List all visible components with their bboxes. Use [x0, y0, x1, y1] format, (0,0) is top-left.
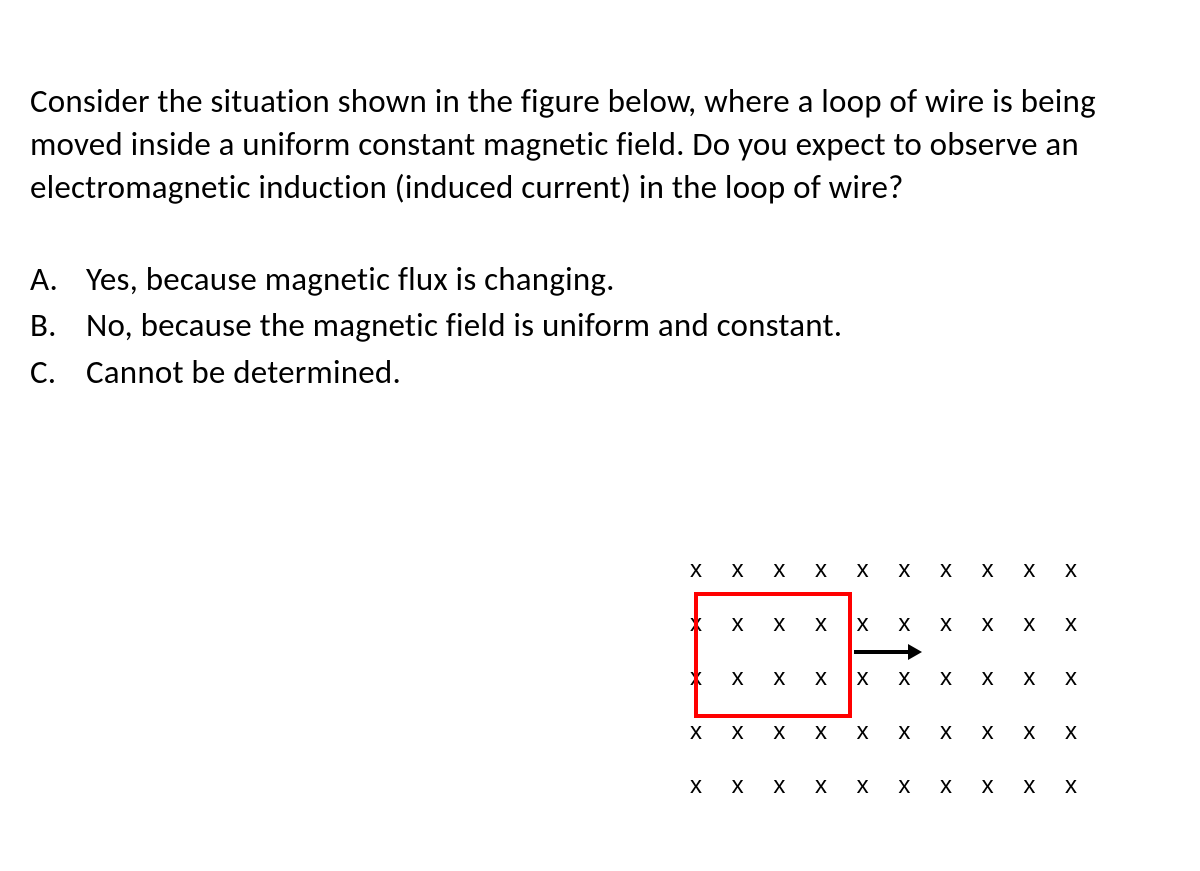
option-letter-a: A. — [30, 257, 86, 302]
option-letter-b: B. — [30, 303, 86, 348]
option-b: B. No, because the magnetic field is uni… — [30, 303, 1170, 348]
field-row-5: x x x x x x x x x x — [690, 772, 1030, 800]
field-row-1: x x x x x x x x x x — [690, 556, 1030, 584]
arrow-line — [854, 650, 912, 654]
option-a: A. Yes, because magnetic flux is changin… — [30, 257, 1170, 302]
option-text-c: Cannot be determined. — [86, 350, 401, 395]
option-letter-c: C. — [30, 350, 86, 395]
question-text: Consider the situation shown in the figu… — [30, 80, 1170, 209]
options-list: A. Yes, because magnetic flux is changin… — [30, 257, 1170, 395]
magnetic-field-diagram: x x x x x x x x x x x x x x x x x x x x … — [690, 556, 1030, 826]
wire-loop — [694, 592, 852, 718]
arrow-head-icon — [908, 644, 922, 660]
option-text-a: Yes, because magnetic flux is changing. — [86, 257, 615, 302]
field-row-4: x x x x x x x x x x — [690, 718, 1030, 746]
option-c: C. Cannot be determined. — [30, 350, 1170, 395]
option-text-b: No, because the magnetic field is unifor… — [86, 303, 842, 348]
